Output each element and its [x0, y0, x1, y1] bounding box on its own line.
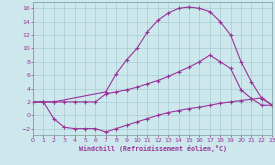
X-axis label: Windchill (Refroidissement éolien,°C): Windchill (Refroidissement éolien,°C)	[79, 145, 227, 152]
